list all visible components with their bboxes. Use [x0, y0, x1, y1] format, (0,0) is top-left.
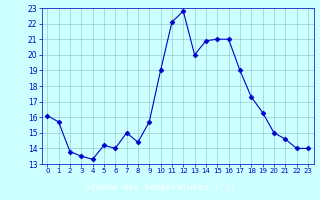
Text: Graphe des températures (°c): Graphe des températures (°c)	[85, 182, 235, 192]
